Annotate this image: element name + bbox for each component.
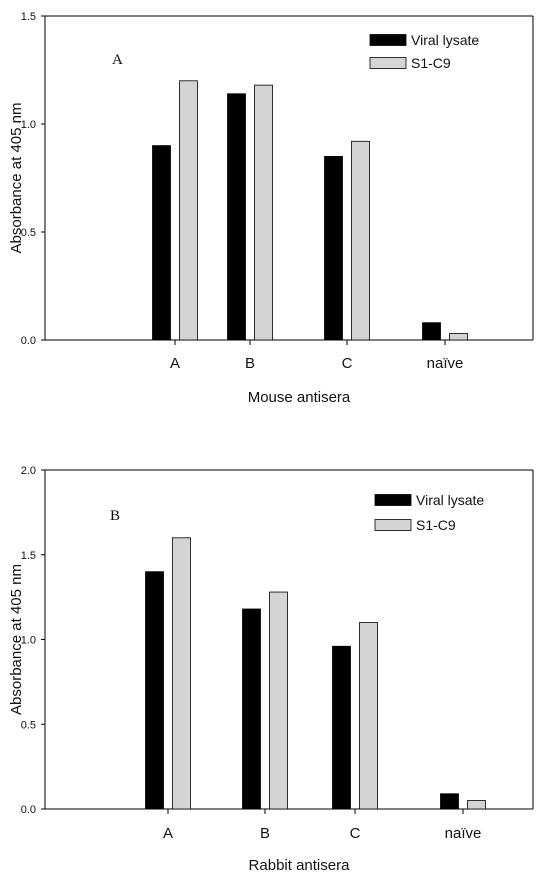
bar-viral-lysate xyxy=(440,793,459,810)
y-tick-label: 0.5 xyxy=(21,227,36,239)
bar-s1-c9 xyxy=(179,80,198,341)
bar-viral-lysate xyxy=(227,93,246,341)
legend-swatch-viral-lysate xyxy=(374,494,412,506)
legend-swatch-viral-lysate xyxy=(369,34,407,46)
category-label: A xyxy=(163,825,173,842)
legend-label: S1-C9 xyxy=(416,517,456,533)
bar-s1-c9 xyxy=(449,333,468,341)
bar-viral-lysate xyxy=(422,322,441,341)
y-tick-label: 0.0 xyxy=(21,335,36,347)
bar-s1-c9 xyxy=(351,140,370,341)
category-label: C xyxy=(342,355,353,372)
bar-s1-c9 xyxy=(359,622,378,810)
legend-label: Viral lysate xyxy=(411,32,479,48)
legend-swatch-s1-c9 xyxy=(374,519,412,531)
bar-viral-lysate xyxy=(242,608,261,810)
bar-s1-c9 xyxy=(269,591,288,810)
bar-s1-c9 xyxy=(467,800,486,810)
category-label: naïve xyxy=(427,355,464,372)
legend-swatch-s1-c9 xyxy=(369,57,407,69)
bar-s1-c9 xyxy=(254,84,273,341)
panel-letter: B xyxy=(110,508,120,524)
legend-label: Viral lysate xyxy=(416,492,484,508)
x-axis-label: Mouse antisera xyxy=(248,389,351,406)
bar-viral-lysate xyxy=(145,571,164,810)
y-tick-label: 1.0 xyxy=(21,119,36,131)
panel-letter: A xyxy=(112,52,123,68)
bar-viral-lysate xyxy=(332,645,351,810)
y-tick-label: 1.5 xyxy=(21,550,36,562)
y-tick-label: 1.5 xyxy=(21,11,36,23)
category-label: A xyxy=(170,355,180,372)
category-label: B xyxy=(245,355,255,372)
y-tick-label: 0.0 xyxy=(21,804,36,816)
y-axis-label: Absorbance at 405 nm xyxy=(8,564,25,715)
category-label: C xyxy=(350,825,361,842)
bar-viral-lysate xyxy=(152,145,171,341)
x-axis-label: Rabbit antisera xyxy=(249,857,351,874)
y-tick-label: 0.5 xyxy=(21,719,36,731)
legend-label: S1-C9 xyxy=(411,55,451,71)
category-label: B xyxy=(260,825,270,842)
category-label: naïve xyxy=(445,825,482,842)
bar-s1-c9 xyxy=(172,537,191,810)
y-tick-label: 1.0 xyxy=(21,635,36,647)
bar-viral-lysate xyxy=(324,155,343,341)
y-axis-label: Absorbance at 405 nm xyxy=(8,103,25,254)
y-tick-label: 2.0 xyxy=(21,465,36,477)
